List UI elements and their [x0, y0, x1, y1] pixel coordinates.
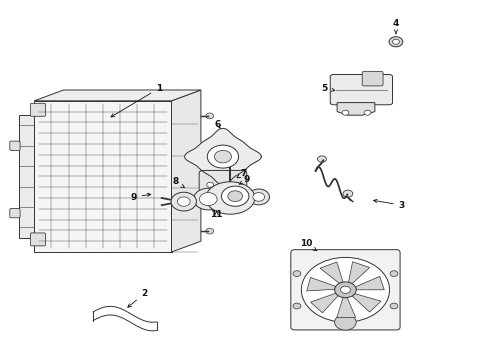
Text: 10: 10	[299, 238, 317, 251]
Circle shape	[248, 189, 270, 205]
Circle shape	[335, 282, 356, 298]
Circle shape	[206, 113, 214, 119]
Text: 8: 8	[172, 177, 184, 188]
Ellipse shape	[206, 182, 255, 214]
Circle shape	[364, 110, 371, 115]
Text: 4: 4	[392, 19, 399, 33]
Polygon shape	[311, 293, 338, 313]
FancyBboxPatch shape	[10, 141, 20, 150]
Polygon shape	[337, 297, 356, 318]
Circle shape	[392, 39, 399, 44]
Text: 2: 2	[128, 289, 147, 307]
Polygon shape	[34, 101, 172, 252]
Circle shape	[253, 193, 265, 201]
Circle shape	[177, 197, 190, 206]
Text: 5: 5	[322, 84, 335, 93]
Circle shape	[232, 182, 239, 187]
Circle shape	[389, 37, 403, 47]
Circle shape	[390, 303, 398, 309]
Polygon shape	[352, 294, 381, 312]
Text: 6: 6	[215, 120, 221, 129]
Polygon shape	[34, 90, 201, 101]
Circle shape	[293, 271, 301, 276]
Circle shape	[221, 186, 249, 206]
Circle shape	[228, 191, 243, 202]
FancyBboxPatch shape	[199, 170, 247, 197]
Bar	[19, 115, 34, 238]
Polygon shape	[320, 262, 343, 283]
Circle shape	[194, 188, 223, 210]
FancyBboxPatch shape	[10, 208, 20, 218]
Circle shape	[301, 257, 390, 322]
Text: 7: 7	[237, 169, 247, 178]
FancyBboxPatch shape	[362, 71, 383, 86]
Circle shape	[171, 192, 196, 211]
Circle shape	[215, 150, 231, 163]
Circle shape	[199, 193, 217, 206]
Text: 9: 9	[240, 175, 250, 184]
Circle shape	[293, 303, 301, 309]
Polygon shape	[213, 191, 240, 206]
Circle shape	[207, 145, 239, 168]
Circle shape	[342, 110, 349, 115]
Circle shape	[335, 314, 356, 330]
Polygon shape	[337, 103, 375, 115]
Polygon shape	[348, 262, 369, 284]
Circle shape	[343, 190, 353, 197]
Polygon shape	[185, 129, 261, 185]
Polygon shape	[172, 90, 201, 252]
Circle shape	[390, 271, 398, 276]
Text: 3: 3	[373, 199, 405, 210]
Circle shape	[207, 182, 214, 187]
FancyBboxPatch shape	[30, 233, 46, 246]
Circle shape	[206, 228, 214, 234]
Circle shape	[341, 286, 350, 293]
FancyBboxPatch shape	[330, 75, 392, 105]
Text: 1: 1	[111, 84, 162, 117]
Text: 11: 11	[210, 210, 223, 219]
Circle shape	[318, 156, 326, 162]
FancyBboxPatch shape	[291, 250, 400, 330]
Text: 9: 9	[130, 193, 151, 202]
FancyBboxPatch shape	[30, 103, 46, 116]
Polygon shape	[355, 276, 384, 290]
Polygon shape	[307, 278, 336, 291]
